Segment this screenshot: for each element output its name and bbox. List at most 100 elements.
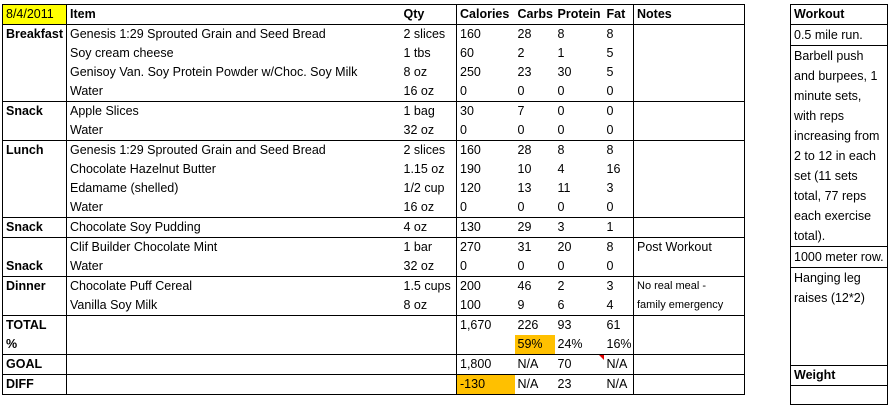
item-cell[interactable]: Chocolate Puff Cereal: [70, 279, 193, 293]
item-cell[interactable]: Water: [66, 198, 401, 218]
notes-cell[interactable]: [633, 82, 745, 102]
goal-fat[interactable]: N/A: [603, 354, 634, 375]
weight-header[interactable]: Weight: [791, 365, 887, 386]
col-header-protein[interactable]: Protein: [554, 4, 604, 25]
meal-label-cell[interactable]: [2, 179, 67, 198]
carbs-cell[interactable]: 0: [514, 198, 555, 218]
protein-cell[interactable]: 0: [554, 198, 604, 218]
carbs-cell[interactable]: 31: [517, 240, 532, 254]
notes-cell[interactable]: No real meal -: [633, 276, 745, 296]
percent-protein[interactable]: 24%: [554, 335, 604, 355]
fat-cell[interactable]: 8: [603, 237, 634, 257]
fat-cell[interactable]: 0: [603, 121, 634, 141]
calories-cell[interactable]: 130: [456, 217, 515, 238]
calories-cell[interactable]: 160: [460, 27, 481, 41]
qty-cell[interactable]: 1 bag: [400, 101, 457, 121]
fat-cell[interactable]: 0: [603, 257, 634, 277]
goal-carbs[interactable]: N/A: [514, 354, 555, 375]
diff-carbs[interactable]: N/A: [514, 374, 555, 395]
item-cell[interactable]: Chocolate Soy Pudding: [66, 217, 401, 238]
meal-label-snack[interactable]: Snack: [2, 217, 67, 238]
item-cell[interactable]: Chocolate Hazelnut Butter: [70, 162, 216, 176]
workout-item[interactable]: 0.5 mile run.: [791, 25, 887, 46]
qty-cell[interactable]: [400, 354, 457, 375]
meal-label-cell[interactable]: [2, 160, 67, 179]
protein-cell[interactable]: 1: [557, 46, 565, 60]
carbs-cell[interactable]: 46: [517, 279, 532, 293]
protein-cell[interactable]: 4: [557, 162, 565, 176]
percent-fat[interactable]: 16%: [603, 335, 634, 355]
col-header-fat[interactable]: Fat: [603, 4, 634, 25]
carbs-cell[interactable]: 0: [514, 82, 555, 102]
meal-label-dinner[interactable]: Dinner: [2, 276, 67, 296]
qty-cell[interactable]: 1 tbs: [400, 44, 457, 63]
goal-calories[interactable]: 1,800: [456, 354, 515, 375]
protein-cell[interactable]: 8: [557, 27, 565, 41]
calories-cell[interactable]: 0: [456, 198, 515, 218]
notes-cell[interactable]: [633, 24, 745, 44]
diff-label[interactable]: DIFF: [2, 374, 67, 395]
workout-item[interactable]: Barbell push and burpees, 1 minute sets,…: [791, 46, 887, 247]
meal-label-lunch[interactable]: Lunch: [2, 140, 67, 160]
notes-cell[interactable]: [633, 354, 745, 375]
qty-cell[interactable]: 8 oz: [400, 63, 457, 82]
protein-cell[interactable]: 2: [557, 279, 565, 293]
diff-protein[interactable]: 23: [554, 374, 604, 395]
fat-cell[interactable]: 0: [603, 101, 634, 121]
goal-protein[interactable]: 70: [554, 354, 604, 375]
item-cell[interactable]: Soy cream cheese: [70, 46, 174, 60]
qty-cell[interactable]: 2 slices: [400, 140, 457, 160]
goal-label[interactable]: GOAL: [2, 354, 67, 375]
fat-cell[interactable]: 0: [603, 82, 634, 102]
col-header-notes[interactable]: Notes: [633, 4, 745, 25]
notes-cell[interactable]: [633, 160, 745, 179]
item-cell[interactable]: Water: [66, 257, 401, 277]
calories-cell[interactable]: 100: [456, 296, 515, 316]
protein-cell[interactable]: 11: [557, 181, 571, 195]
calories-cell[interactable]: 250: [460, 65, 481, 79]
carbs-cell[interactable]: 0: [514, 121, 555, 141]
qty-cell[interactable]: 16 oz: [400, 198, 457, 218]
item-cell[interactable]: Genesis 1:29 Sprouted Grain and Seed Bre…: [70, 27, 326, 41]
col-header-carbs[interactable]: Carbs: [514, 4, 555, 25]
item-cell[interactable]: Genisoy Van. Soy Protein Powder w/Choc. …: [70, 65, 358, 79]
notes-cell[interactable]: [633, 63, 745, 82]
meal-label-snack[interactable]: Snack: [2, 101, 67, 121]
diff-fat[interactable]: N/A: [603, 374, 634, 395]
date-cell[interactable]: 8/4/2011: [2, 4, 67, 25]
total-protein[interactable]: 93: [557, 318, 572, 332]
item-cell[interactable]: [66, 374, 401, 395]
calories-cell[interactable]: 30: [460, 104, 474, 118]
meal-label-cell[interactable]: [2, 121, 67, 141]
workout-item[interactable]: 1000 meter row.: [791, 247, 887, 268]
item-cell[interactable]: Water: [66, 82, 401, 102]
workout-item[interactable]: Hanging leg raises (12*2): [794, 271, 865, 305]
carbs-cell[interactable]: 23: [517, 65, 532, 79]
fat-cell[interactable]: 3: [603, 179, 634, 198]
calories-cell[interactable]: 270: [460, 240, 481, 254]
calories-cell[interactable]: 0: [456, 121, 515, 141]
total-label[interactable]: TOTAL: [2, 315, 67, 335]
notes-cell[interactable]: [633, 335, 745, 355]
qty-cell[interactable]: 2 slices: [400, 24, 457, 44]
total-calories[interactable]: 1,670: [460, 318, 492, 332]
qty-cell[interactable]: 16 oz: [400, 82, 457, 102]
qty-cell[interactable]: 1/2 cup: [400, 179, 457, 198]
protein-cell[interactable]: 0: [554, 82, 604, 102]
meal-label-cell[interactable]: [2, 237, 67, 257]
meal-label-cell[interactable]: [2, 82, 67, 102]
protein-cell[interactable]: 0: [554, 121, 604, 141]
fat-cell[interactable]: 8: [603, 140, 634, 160]
col-header-calories[interactable]: Calories: [456, 4, 515, 25]
calories-cell[interactable]: 190: [460, 162, 481, 176]
fat-cell[interactable]: 3: [603, 276, 634, 296]
protein-cell[interactable]: 8: [557, 143, 565, 157]
meal-label-cell[interactable]: [2, 198, 67, 218]
workout-header[interactable]: Workout: [791, 5, 887, 25]
item-cell[interactable]: Vanilla Soy Milk: [66, 296, 401, 316]
notes-cell[interactable]: [633, 101, 745, 121]
notes-cell[interactable]: [633, 44, 745, 63]
notes-cell[interactable]: Post Workout: [633, 237, 745, 257]
calories-cell[interactable]: 0: [456, 82, 515, 102]
carbs-cell[interactable]: 28: [517, 27, 532, 41]
